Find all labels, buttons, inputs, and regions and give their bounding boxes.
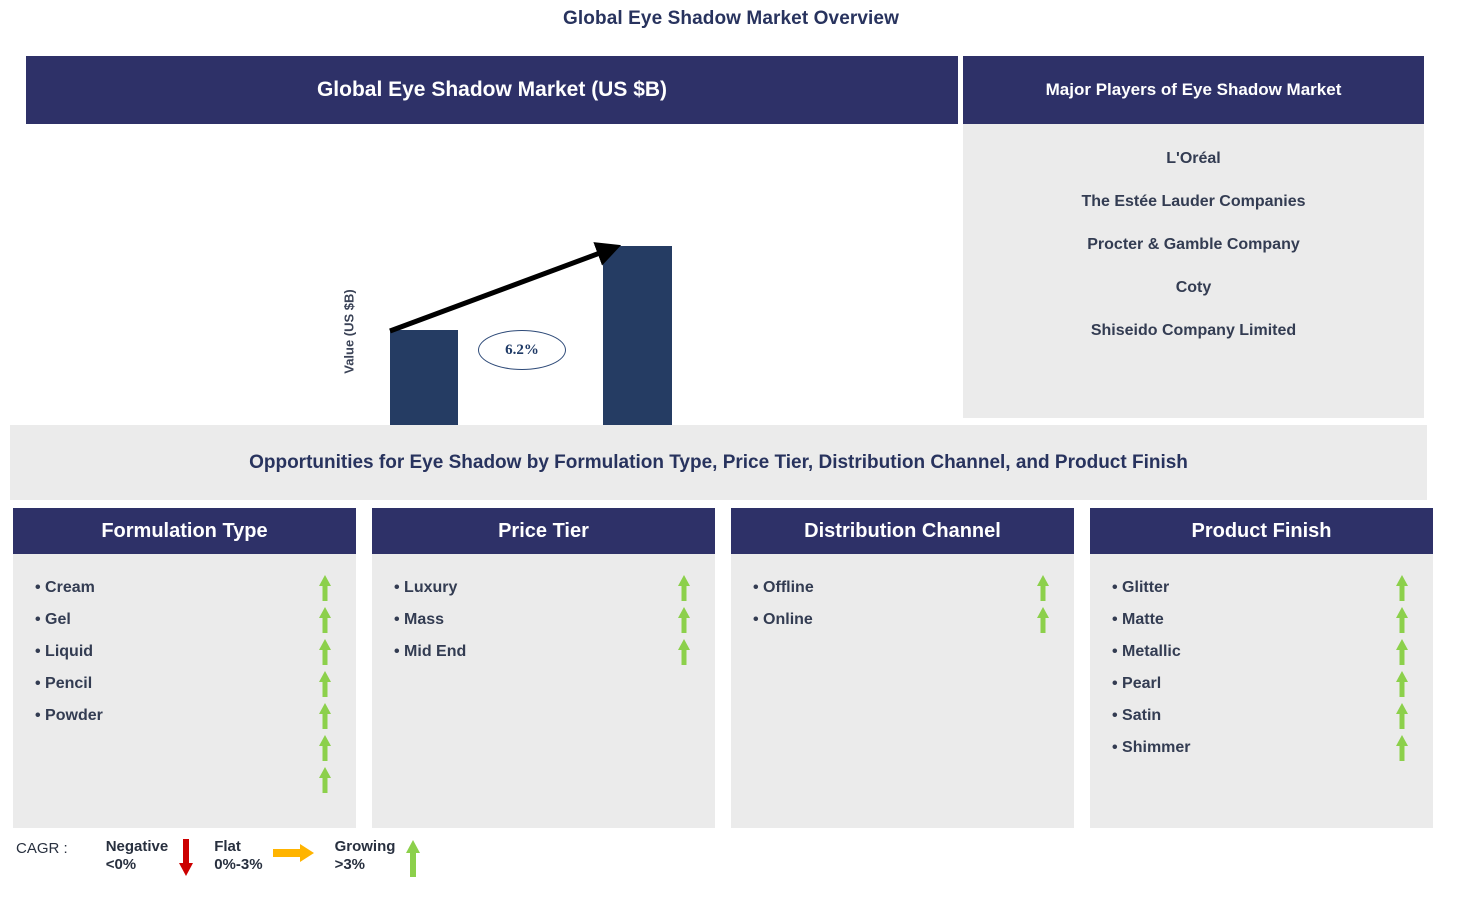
segment-header-product-finish: Product Finish: [1090, 508, 1433, 554]
list-item: • Liquid: [35, 643, 94, 660]
arrow-up-green-icon: [671, 572, 697, 604]
chart-panel-header: Global Eye Shadow Market (US $B): [26, 56, 958, 124]
opportunities-banner: Opportunities for Eye Shadow by Formulat…: [10, 425, 1427, 500]
list-item: The Estée Lauder Companies: [1081, 193, 1306, 210]
major-players-header: Major Players of Eye Shadow Market: [963, 56, 1424, 124]
arrow-up-green-icon: [312, 636, 338, 668]
list-item: • Cream: [35, 579, 95, 596]
cagr-legend: CAGR : Negative <0% Flat 0%-3% Growing >…: [16, 838, 441, 877]
market-chart-panel: Global Eye Shadow Market (US $B) Value (…: [26, 56, 958, 480]
segment-arrows-product-finish: [1389, 572, 1415, 764]
cagr-legend-entry-growing: Growing >3%: [335, 838, 432, 877]
list-item: • Offline: [753, 579, 814, 596]
segment-header-distribution-channel: Distribution Channel: [731, 508, 1074, 554]
segment-arrows-price-tier: [671, 572, 697, 668]
segment-columns: Formulation Type • Cream • Gel • Liquid …: [13, 508, 1433, 828]
major-players-panel: Major Players of Eye Shadow Market L'Oré…: [963, 56, 1424, 418]
list-item: Coty: [1175, 279, 1212, 296]
arrow-down-red-icon: [178, 838, 194, 877]
arrow-up-green-icon: [1030, 604, 1056, 636]
arrow-up-green-icon: [1389, 668, 1415, 700]
segment-list-price-tier: • Luxury • Mass • Mid End: [394, 572, 654, 668]
segment-body-formulation-type: • Cream • Gel • Liquid • Pencil • Powder: [13, 554, 356, 828]
segment-list-product-finish: • Glitter • Matte • Metallic • Pearl • S…: [1112, 572, 1372, 764]
arrow-up-green-icon: [312, 764, 338, 796]
list-item: • Pencil: [35, 675, 93, 692]
cagr-legend-range: <0%: [105, 856, 137, 873]
arrow-up-green-icon: [312, 668, 338, 700]
segment-body-price-tier: • Luxury • Mass • Mid End: [372, 554, 715, 828]
arrow-up-green-icon: [671, 604, 697, 636]
arrow-up-green-icon: [312, 572, 338, 604]
segment-column-price-tier: Price Tier • Luxury • Mass • Mid End: [372, 508, 715, 828]
opportunities-banner-text: Opportunities for Eye Shadow by Formulat…: [249, 451, 1188, 473]
arrow-up-green-icon: [1389, 572, 1415, 604]
list-item: • Luxury: [394, 579, 458, 596]
segment-list-formulation-type: • Cream • Gel • Liquid • Pencil • Powder: [35, 572, 295, 732]
list-item: • Pearl: [1112, 675, 1162, 692]
cagr-legend-label: Negative: [105, 838, 169, 855]
arrow-up-green-icon: [1389, 636, 1415, 668]
list-item: • Matte: [1112, 611, 1164, 628]
cagr-legend-entry-negative: Negative <0%: [106, 838, 205, 877]
major-players-list: L'Oréal The Estée Lauder Companies Proct…: [963, 124, 1424, 418]
arrow-up-green-icon: [1389, 604, 1415, 636]
list-item: • Online: [753, 611, 813, 628]
arrow-up-green-icon: [312, 700, 338, 732]
segment-header-price-tier: Price Tier: [372, 508, 715, 554]
list-item: • Mass: [394, 611, 445, 628]
chart-plot-area: Value (US $B) 2024 2031 6.2% Source : Lu…: [26, 124, 958, 480]
segment-column-formulation-type: Formulation Type • Cream • Gel • Liquid …: [13, 508, 356, 828]
segment-column-product-finish: Product Finish • Glitter • Matte • Metal…: [1090, 508, 1433, 828]
cagr-legend-label: Growing: [334, 838, 396, 855]
cagr-legend-range: 0%-3%: [214, 856, 263, 873]
arrow-up-green-icon: [405, 838, 421, 877]
list-item: • Metallic: [1112, 643, 1181, 660]
segment-body-distribution-channel: • Offline • Online: [731, 554, 1074, 828]
cagr-legend-range: >3%: [334, 856, 366, 873]
list-item: L'Oréal: [1166, 150, 1221, 167]
arrow-up-green-icon: [671, 636, 697, 668]
cagr-legend-label: Flat: [214, 838, 241, 855]
list-item: • Powder: [35, 707, 103, 724]
arrow-up-green-icon: [312, 732, 338, 764]
segment-arrows-distribution-channel: [1030, 572, 1056, 636]
arrow-up-green-icon: [1389, 700, 1415, 732]
list-item: Procter & Gamble Company: [1087, 236, 1300, 253]
list-item: • Mid End: [394, 643, 467, 660]
list-item: • Satin: [1112, 707, 1162, 724]
segment-header-formulation-type: Formulation Type: [13, 508, 356, 554]
cagr-legend-entry-flat: Flat 0%-3%: [214, 838, 324, 874]
arrow-right-orange-icon: [272, 838, 315, 863]
segment-list-distribution-channel: • Offline • Online: [753, 572, 1013, 636]
list-item: Shiseido Company Limited: [1090, 322, 1297, 339]
list-item: • Glitter: [1112, 579, 1170, 596]
arrow-up-green-icon: [1030, 572, 1056, 604]
chart-y-axis-label: Value (US $B): [341, 289, 357, 374]
cagr-legend-title: CAGR :: [16, 840, 68, 857]
segment-arrows-formulation-type: [312, 572, 338, 796]
segment-body-product-finish: • Glitter • Matte • Metallic • Pearl • S…: [1090, 554, 1433, 828]
segment-column-distribution-channel: Distribution Channel • Offline • Online: [731, 508, 1074, 828]
cagr-callout-badge: 6.2%: [478, 330, 566, 370]
list-item: • Shimmer: [1112, 739, 1191, 756]
bar-2031: [603, 246, 672, 452]
page-title: Global Eye Shadow Market Overview: [563, 8, 899, 29]
list-item: • Gel: [35, 611, 71, 628]
arrow-up-green-icon: [1389, 732, 1415, 764]
arrow-up-green-icon: [312, 604, 338, 636]
